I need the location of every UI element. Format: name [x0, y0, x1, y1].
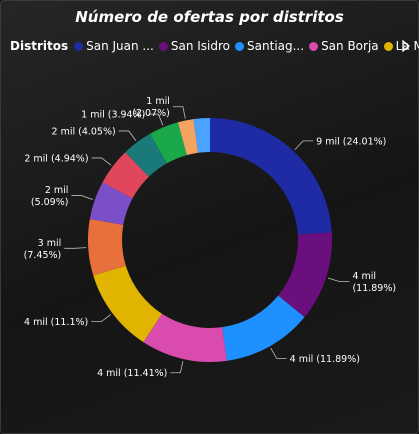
- legend-label: San Borja: [321, 39, 379, 53]
- data-label: 4 mil (11.1%): [24, 317, 88, 328]
- data-label: 1 mil: [146, 96, 170, 107]
- leader-line: [172, 106, 186, 119]
- legend-dot: [74, 41, 84, 51]
- legend-dot: [235, 41, 245, 51]
- donut-slice[interactable]: [150, 122, 187, 164]
- data-label: 2 mil (4.94%): [24, 153, 88, 164]
- leader-line: [64, 247, 87, 249]
- legend-item-santiago[interactable]: Santiag...: [235, 39, 304, 53]
- legend-next-arrow-icon[interactable]: [401, 38, 411, 54]
- donut-slice[interactable]: [278, 232, 332, 318]
- legend-label: La Molina: [395, 39, 419, 53]
- leader-line: [170, 360, 184, 374]
- donut-slice[interactable]: [125, 133, 167, 177]
- leader-line: [294, 140, 314, 150]
- chart-title: Número de ofertas por distritos: [75, 8, 344, 26]
- legend-label: San Isidro: [170, 39, 231, 53]
- legend-item-san-borja[interactable]: San Borja: [309, 39, 379, 53]
- leader-line: [91, 314, 112, 323]
- data-label: 2 mil (4.05%): [52, 126, 116, 137]
- legend-dot: [309, 41, 319, 51]
- donut-slice[interactable]: [93, 265, 162, 343]
- data-label: 1 mil (3.94%): [81, 110, 145, 121]
- donut-slice[interactable]: [88, 219, 126, 276]
- legend-title: Distritos: [10, 39, 69, 53]
- donut-slice[interactable]: [89, 182, 133, 225]
- donut-slice[interactable]: [222, 295, 305, 361]
- leader-line: [118, 130, 137, 141]
- leader-line: [148, 113, 164, 126]
- data-label: (11.89%): [352, 283, 396, 294]
- data-label: 4 mil (11.89%): [290, 354, 360, 365]
- leader-line: [327, 277, 350, 283]
- leader-line: [91, 157, 112, 166]
- legend: Distritos San Juan ... San Isidro Santia…: [10, 38, 419, 54]
- data-label: (7.45%): [24, 250, 62, 261]
- donut-slice[interactable]: [102, 152, 149, 199]
- donut-slice[interactable]: [143, 313, 227, 362]
- legend-item-san-juan[interactable]: San Juan ...: [74, 39, 154, 53]
- donut-slice[interactable]: [177, 119, 199, 156]
- data-label: 4 mil (11.41%): [97, 368, 167, 379]
- leader-line: [270, 347, 287, 359]
- donut-slice[interactable]: [193, 118, 210, 153]
- data-label: 2 mil: [45, 185, 69, 196]
- data-label: (2.07%): [132, 108, 170, 119]
- donut-slice[interactable]: [210, 118, 332, 235]
- data-label: (5.09%): [31, 197, 69, 208]
- legend-label: Santiag...: [247, 39, 305, 53]
- data-label: 9 mil (24.01%): [316, 136, 386, 147]
- legend-item-san-isidro[interactable]: San Isidro: [158, 39, 231, 53]
- leader-line: [71, 195, 93, 200]
- legend-item-la-molina[interactable]: La Molina: [383, 39, 419, 53]
- legend-dot: [383, 41, 393, 51]
- data-label: 4 mil: [352, 271, 376, 282]
- legend-dot: [158, 41, 168, 51]
- data-label: 3 mil: [38, 238, 62, 249]
- legend-label: San Juan ...: [86, 39, 154, 53]
